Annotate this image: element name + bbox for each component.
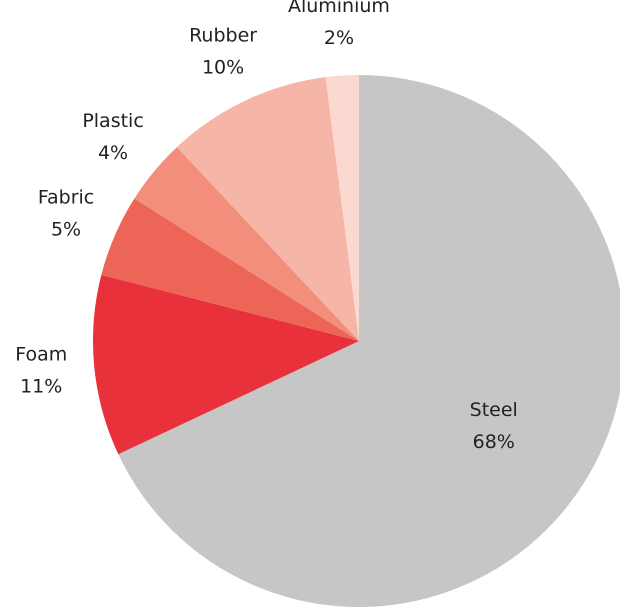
- slice-label: Aluminium: [288, 0, 390, 17]
- pie-slice: [92, 274, 359, 455]
- slice-label: Rubber: [189, 25, 257, 47]
- slice-value-label: 11%: [20, 376, 62, 398]
- slice-value-label: 68%: [473, 431, 515, 453]
- slice-value-label: 5%: [51, 219, 81, 241]
- slice-label: Fabric: [38, 187, 94, 209]
- slice-value-label: 4%: [98, 142, 128, 164]
- pie-slice: [176, 77, 359, 342]
- slice-label: Plastic: [82, 110, 143, 132]
- pie-slice: [134, 147, 359, 341]
- pie-slice: [118, 75, 620, 607]
- pie-slice: [101, 198, 360, 341]
- slice-label: Steel: [470, 399, 518, 421]
- slice-value-label: 10%: [202, 57, 244, 79]
- slice-label: Foam: [15, 344, 67, 366]
- slice-value-label: 2%: [324, 27, 354, 49]
- pie-slice: [325, 75, 359, 341]
